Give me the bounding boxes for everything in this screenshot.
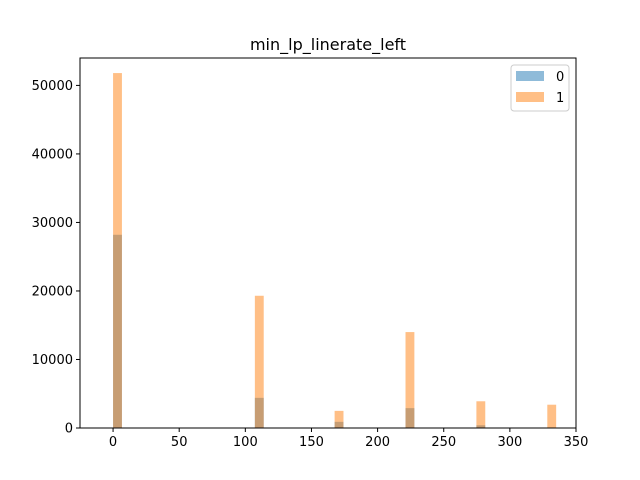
y-tick-label: 40000 xyxy=(32,147,73,162)
chart-title: min_lp_linerate_left xyxy=(250,35,406,55)
x-axis: 0 50 100 150 200 250 300 350 xyxy=(109,428,588,450)
y-tick-label: 0 xyxy=(65,422,73,437)
legend: 01 xyxy=(510,64,570,112)
x-tick-label: 150 xyxy=(299,435,324,450)
bar-series-1-3 xyxy=(405,332,415,428)
legend-swatch-0 xyxy=(516,71,544,81)
bar-series-1-1 xyxy=(254,295,264,428)
bar-series-1-5 xyxy=(547,404,557,428)
y-tick-label: 20000 xyxy=(32,284,73,299)
y-tick-label: 10000 xyxy=(32,353,73,368)
legend-label-0: 0 xyxy=(556,70,564,85)
y-axis: 0 10000 20000 30000 40000 50000 xyxy=(32,79,80,437)
x-tick-label: 350 xyxy=(564,435,589,450)
bar-series-1-4 xyxy=(476,401,486,428)
x-tick-label: 200 xyxy=(365,435,390,450)
y-tick-label: 50000 xyxy=(32,79,73,94)
bar-series-1-2 xyxy=(334,410,344,428)
plot-frame xyxy=(79,57,577,429)
legend-label-1: 1 xyxy=(556,91,564,106)
x-tick-label: 250 xyxy=(431,435,456,450)
legend-swatch-1 xyxy=(516,92,544,102)
bars-group xyxy=(113,73,557,429)
y-tick-label: 30000 xyxy=(32,216,73,231)
x-tick-label: 0 xyxy=(109,435,117,450)
x-tick-label: 100 xyxy=(233,435,258,450)
x-tick-label: 50 xyxy=(171,435,188,450)
bar-series-1-0 xyxy=(113,73,122,429)
x-tick-label: 300 xyxy=(497,435,522,450)
